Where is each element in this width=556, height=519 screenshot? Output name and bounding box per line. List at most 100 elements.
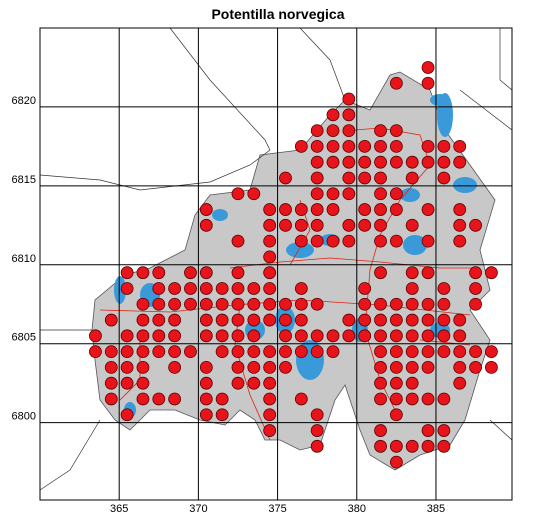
record-dot: [247, 297, 261, 311]
record-dot: [294, 392, 308, 406]
record-dot: [168, 297, 182, 311]
record-dot: [279, 329, 292, 343]
record-dot: [231, 345, 245, 359]
grid: [40, 28, 512, 500]
record-dot: [136, 313, 150, 327]
record-dot: [184, 345, 197, 359]
record-dot: [279, 171, 292, 185]
base-map: [40, 28, 512, 491]
record-dot: [279, 345, 292, 359]
record-dot: [326, 345, 340, 359]
record-dot: [437, 439, 451, 453]
record-dot: [279, 297, 292, 311]
record-dot: [310, 155, 324, 169]
dots: [89, 61, 498, 469]
record-dot: [358, 203, 372, 216]
record-dot: [310, 408, 324, 422]
record-dot: [199, 266, 213, 280]
record-dot: [120, 345, 134, 359]
record-dot: [374, 329, 387, 343]
record-dot: [405, 360, 419, 374]
record-dot: [263, 376, 277, 390]
record-dot: [421, 392, 435, 406]
record-dot: [485, 345, 498, 359]
record-dot: [389, 187, 403, 201]
map-title: Potentilla norvegica: [211, 6, 344, 22]
record-dot: [294, 234, 308, 248]
record-dot: [310, 203, 324, 216]
record-dot: [199, 408, 213, 422]
record-dot: [120, 408, 134, 422]
record-dot: [358, 329, 372, 343]
record-dot: [199, 360, 213, 374]
record-dot: [453, 139, 467, 153]
record-dot: [310, 297, 324, 311]
record-dot: [152, 313, 166, 327]
record-dot: [389, 392, 403, 406]
record-dot: [231, 297, 245, 311]
record-dot: [374, 171, 387, 185]
record-dot: [326, 124, 340, 138]
record-dot: [342, 139, 356, 153]
record-dot: [342, 92, 356, 106]
record-dot: [136, 297, 150, 311]
record-dot: [421, 155, 435, 169]
record-dot: [326, 139, 340, 153]
record-dot: [453, 155, 467, 169]
record-dot: [263, 408, 277, 422]
record-dot: [405, 171, 419, 185]
record-dot: [215, 345, 229, 359]
record-dot: [469, 266, 482, 280]
record-dot: [342, 124, 356, 138]
record-dot: [374, 360, 387, 374]
record-dot: [358, 282, 372, 295]
record-dot: [263, 218, 277, 232]
record-dot: [405, 376, 419, 390]
record-dot: [421, 266, 435, 280]
record-dot: [421, 203, 435, 216]
record-dot: [247, 329, 261, 343]
record-dot: [342, 171, 356, 185]
record-dot: [231, 313, 245, 327]
record-dot: [120, 266, 134, 280]
record-dot: [263, 392, 277, 406]
record-dot: [453, 345, 467, 359]
record-dot: [199, 282, 213, 295]
record-dot: [358, 218, 372, 232]
record-dot: [263, 345, 277, 359]
record-dot: [453, 360, 467, 374]
record-dot: [294, 329, 308, 343]
record-dot: [342, 218, 356, 232]
record-dot: [342, 234, 356, 248]
record-dot: [469, 360, 482, 374]
record-dot: [247, 345, 261, 359]
record-dot: [215, 313, 229, 327]
record-dot: [215, 392, 229, 406]
record-dot: [168, 392, 182, 406]
record-dot: [342, 329, 356, 343]
record-dot: [374, 313, 387, 327]
record-dot: [453, 218, 467, 232]
record-dot: [310, 218, 324, 232]
record-dot: [437, 139, 451, 153]
record-dot: [389, 376, 403, 390]
record-dot: [469, 297, 482, 311]
record-dot: [326, 203, 340, 216]
record-dot: [374, 424, 387, 437]
record-dot: [310, 187, 324, 201]
record-dot: [136, 266, 150, 280]
record-dot: [247, 376, 261, 390]
record-dot: [421, 439, 435, 453]
record-dot: [184, 266, 197, 280]
record-dot: [389, 203, 403, 216]
record-dot: [437, 345, 451, 359]
record-dot: [231, 266, 245, 280]
record-dot: [168, 360, 182, 374]
record-dot: [279, 360, 292, 374]
record-dot: [374, 266, 387, 280]
record-dot: [215, 282, 229, 295]
record-dot: [342, 313, 356, 327]
record-dot: [199, 218, 213, 232]
record-dot: [310, 139, 324, 153]
